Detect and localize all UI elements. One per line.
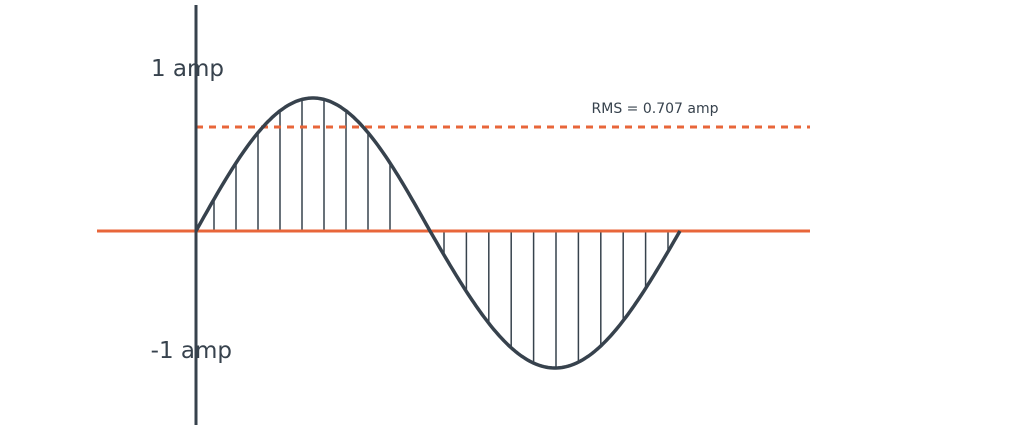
top-label: 1 amp (151, 56, 224, 82)
hatch-lines (213, 99, 669, 368)
rms-label: RMS = 0.707 amp (592, 101, 719, 117)
sine-wave (194, 96, 682, 370)
bottom-label: -1 amp (151, 338, 232, 364)
